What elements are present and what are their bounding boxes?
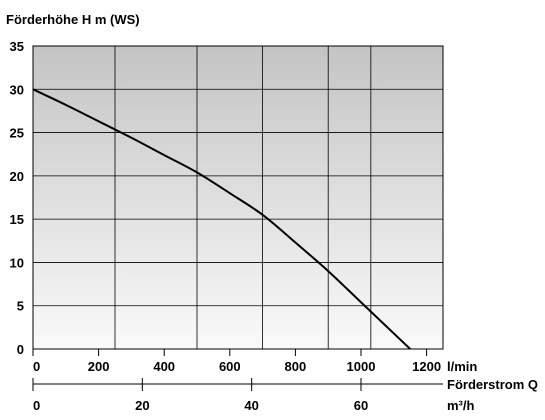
secondary-tick-label: 40 — [244, 398, 258, 413]
y-tick-label: 30 — [10, 82, 24, 97]
secondary-tick-label: 20 — [135, 398, 149, 413]
secondary-tick-label: 0 — [33, 398, 40, 413]
x-tick-label: 1200 — [412, 359, 441, 374]
y-tick-labels: 0 5 10 15 20 25 30 35 — [10, 39, 24, 357]
y-tick-label: 10 — [10, 255, 24, 270]
secondary-axis-unit: m³/h — [447, 398, 475, 413]
x-tick-labels: 0 200 400 600 800 1000 1200 — [33, 349, 441, 374]
secondary-axis-title: Förderstrom Q — [447, 377, 538, 392]
y-axis-title: Förderhöhe H m (WS) — [6, 12, 140, 27]
x-tick-label: 400 — [153, 359, 175, 374]
x-tick-label: 600 — [219, 359, 241, 374]
y-tick-label: 25 — [10, 126, 24, 141]
y-tick-label: 0 — [17, 342, 24, 357]
x-tick-label: 800 — [285, 359, 307, 374]
y-tick-label: 15 — [10, 212, 24, 227]
y-tick-label: 35 — [10, 39, 24, 54]
y-tick-label: 5 — [17, 299, 24, 314]
x-tick-label: 0 — [33, 359, 40, 374]
secondary-axis-ticks: 0 20 40 60 — [33, 378, 368, 413]
x-axis-unit: l/min — [447, 359, 477, 374]
y-tick-label: 20 — [10, 169, 24, 184]
x-tick-label: 1000 — [347, 359, 376, 374]
secondary-tick-label: 60 — [354, 398, 368, 413]
x-tick-label: 200 — [88, 359, 110, 374]
